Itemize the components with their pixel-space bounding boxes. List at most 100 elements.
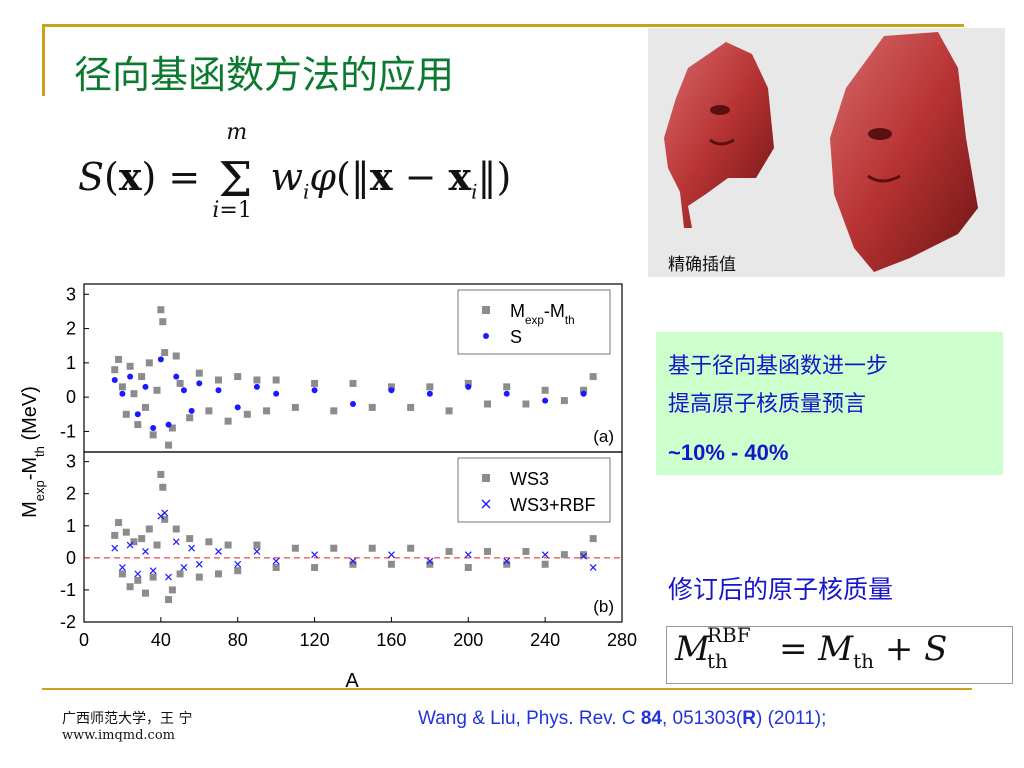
- data-point: [542, 397, 549, 404]
- data-point: [119, 564, 126, 571]
- data-point: [149, 567, 157, 575]
- data-point: [291, 544, 299, 552]
- data-point: [149, 431, 157, 439]
- data-point: [311, 387, 318, 394]
- data-point: [484, 400, 491, 408]
- data-point: [188, 407, 195, 414]
- data-point: [157, 470, 165, 478]
- x-tick-label: 40: [151, 630, 171, 650]
- legend-label: S: [510, 327, 522, 347]
- data-point: [291, 403, 299, 411]
- data-point: [426, 390, 433, 397]
- data-point: [153, 541, 161, 549]
- reference-mid: , 051303(: [661, 708, 743, 729]
- top-accent-line: [42, 24, 964, 27]
- data-point: [172, 525, 180, 533]
- rbf-formula: S(x) = m Σ i=1 wiφ(‖x − xi‖): [78, 120, 512, 223]
- data-point: [253, 548, 261, 555]
- data-point: [426, 560, 434, 568]
- y-tick-label: 2: [66, 484, 76, 504]
- data-point: [560, 397, 568, 405]
- data-point: [161, 509, 169, 517]
- data-point: [426, 383, 434, 391]
- data-point: [388, 551, 395, 559]
- data-point: [195, 573, 203, 581]
- data-point: [180, 387, 187, 394]
- data-point: [541, 560, 549, 568]
- y-tick-label: -1: [60, 580, 76, 600]
- data-point: [589, 373, 597, 381]
- data-point: [445, 547, 453, 555]
- face-interpolation-image: 精确插值: [648, 28, 1005, 277]
- legend-label: WS3: [510, 469, 549, 489]
- panel-label: (a): [593, 427, 614, 446]
- data-point: [484, 547, 491, 555]
- data-point: [111, 366, 119, 374]
- y-tick-label: 0: [66, 548, 76, 568]
- data-point: [580, 386, 588, 394]
- data-point: [464, 563, 472, 571]
- data-point: [176, 379, 184, 387]
- data-point: [580, 551, 588, 559]
- y-tick-label: -2: [60, 612, 76, 632]
- data-point: [407, 544, 415, 552]
- series-s: [111, 356, 587, 431]
- data-point: [138, 373, 146, 381]
- face-right: [830, 32, 978, 272]
- revised-mass-formula: M RBF th = Mth + S: [666, 623, 1013, 684]
- y-tick-label: 3: [66, 452, 76, 472]
- x-tick-label: 240: [530, 630, 560, 650]
- data-point: [522, 400, 530, 408]
- revised-mass-label: 修订后的原子核质量: [668, 575, 894, 604]
- data-point: [134, 576, 142, 584]
- data-point: [118, 383, 126, 391]
- data-point: [195, 369, 203, 377]
- data-point: [127, 373, 134, 380]
- data-point: [165, 596, 173, 604]
- legend-label: WS3+RBF: [510, 495, 596, 515]
- y-axis-label: Mexp-Mth (MeV): [19, 386, 47, 518]
- footer-url: www.imqmd.com: [62, 728, 175, 743]
- data-point: [387, 560, 395, 568]
- legend-box: [457, 289, 611, 355]
- face-left: [664, 42, 774, 228]
- reference-post: ) (2011);: [755, 708, 827, 729]
- data-point: [224, 417, 232, 425]
- data-point: [138, 535, 146, 543]
- legend-label: Mexp-Mth: [510, 301, 575, 327]
- data-point: [349, 560, 357, 568]
- data-point: [311, 563, 319, 571]
- data-point: [387, 383, 395, 391]
- data-point: [165, 441, 173, 449]
- data-point: [157, 306, 165, 314]
- data-point: [159, 483, 167, 491]
- data-point: [234, 404, 241, 411]
- data-point: [134, 570, 142, 578]
- data-point: [311, 551, 318, 559]
- data-point: [234, 373, 242, 381]
- data-point: [215, 570, 222, 578]
- y-tick-label: 2: [66, 319, 76, 339]
- y-tick-label: 1: [66, 353, 76, 373]
- data-point: [130, 390, 138, 398]
- data-point: [145, 359, 153, 367]
- x-tick-label: 200: [453, 630, 483, 650]
- data-point: [272, 376, 280, 384]
- data-point: [115, 355, 123, 363]
- data-point: [126, 362, 134, 370]
- x-tick-label: 80: [228, 630, 248, 650]
- data-point: [111, 531, 119, 539]
- data-point: [589, 564, 597, 571]
- series-ws3: [111, 470, 597, 604]
- data-point: [159, 318, 167, 326]
- y-tick-label: 0: [66, 387, 76, 407]
- data-point: [157, 356, 164, 363]
- data-point: [234, 560, 242, 568]
- data-point: [126, 541, 134, 549]
- data-point: [173, 373, 180, 380]
- series-ws3-rbf: [111, 509, 597, 581]
- data-point: [541, 386, 549, 394]
- plot-frame: [83, 451, 623, 623]
- data-point: [503, 560, 511, 568]
- data-point: [272, 557, 280, 565]
